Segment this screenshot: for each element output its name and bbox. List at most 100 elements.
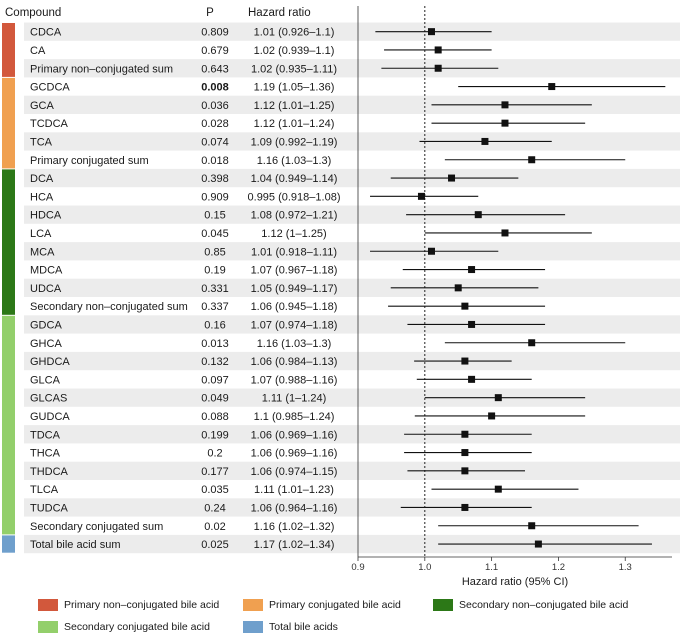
compound-label: Primary non–conjugated sum xyxy=(30,63,173,75)
p-value: 0.16 xyxy=(204,319,225,331)
p-value: 0.088 xyxy=(201,411,229,423)
compound-label: MDCA xyxy=(30,265,63,277)
group-bar-total xyxy=(2,535,15,553)
legend-swatch xyxy=(38,621,58,633)
p-value: 0.337 xyxy=(201,301,229,313)
p-value: 0.19 xyxy=(204,265,225,277)
p-value: 0.02 xyxy=(204,521,225,533)
hazard-ratio-text: 1.06 (0.964–1.16) xyxy=(251,502,338,514)
hazard-ratio-text: 1.12 (1–1.25) xyxy=(261,228,326,240)
x-tick-label: 1.1 xyxy=(485,562,498,573)
x-tick-label: 1.2 xyxy=(552,562,565,573)
point-estimate xyxy=(448,174,456,182)
hazard-ratio-text: 1.06 (0.969–1.16) xyxy=(251,448,338,460)
group-bar-secondary_conj xyxy=(2,315,15,535)
group-color-bars xyxy=(2,23,15,553)
legend-item-total: Total bile acids xyxy=(243,620,338,634)
point-estimate xyxy=(417,192,425,200)
compound-label: THDCA xyxy=(30,466,69,478)
hazard-ratio-text: 1.06 (0.984–1.13) xyxy=(251,356,338,368)
point-estimate xyxy=(434,46,442,54)
row-stripe xyxy=(24,315,680,334)
compound-label: TCDCA xyxy=(30,118,69,130)
row-stripes xyxy=(24,22,680,554)
point-estimate xyxy=(461,503,469,511)
p-value: 0.049 xyxy=(201,393,229,405)
x-tick-label: 1.3 xyxy=(619,562,632,573)
header-compound: Compound xyxy=(5,7,61,19)
point-estimate xyxy=(468,266,476,274)
x-axis: Hazard ratio (95% CI) 0.9 1.0 1.1 1.2 1.3 xyxy=(351,557,632,588)
point-estimate xyxy=(494,394,502,402)
hazard-ratio-text: 1.09 (0.992–1.19) xyxy=(251,136,338,148)
legend-swatch xyxy=(38,599,58,611)
compound-label: MCA xyxy=(30,246,55,258)
legend-swatch xyxy=(243,621,263,633)
row-stripe xyxy=(24,425,680,444)
point-estimate xyxy=(528,156,536,164)
legend-label: Primary conjugated bile acid xyxy=(269,599,401,611)
compound-label: TCA xyxy=(30,136,53,148)
p-value: 0.036 xyxy=(201,100,229,112)
point-estimate xyxy=(434,64,442,72)
compound-label: HCA xyxy=(30,191,54,203)
legend-item-secondary_nonconj: Secondary non–conjugated bile acid xyxy=(433,598,628,612)
x-tick-label: 0.9 xyxy=(351,562,364,573)
row-stripe xyxy=(24,351,680,371)
hazard-ratio-text: 1.04 (0.949–1.14) xyxy=(251,173,338,185)
legend-item-primary_nonconj: Primary non–conjugated bile acid xyxy=(38,598,219,612)
row-stripe xyxy=(24,242,680,261)
compound-label: GCDCA xyxy=(30,82,70,94)
table-rows: CDCA 0.809 1.01 (0.926–1.1) CA 0.679 1.02 (0.… xyxy=(30,27,340,551)
point-estimate xyxy=(474,211,482,219)
legend-label: Secondary conjugated bile acid xyxy=(64,621,210,633)
row-stripe xyxy=(24,278,680,297)
legend-item-primary_conj: Primary conjugated bile acid xyxy=(243,598,401,612)
legend-swatch xyxy=(433,599,453,611)
header-p: P xyxy=(206,7,214,19)
legend-label: Total bile acids xyxy=(269,621,338,633)
compound-label: GHDCA xyxy=(30,356,70,368)
legend-item-secondary_conj: Secondary conjugated bile acid xyxy=(38,620,210,634)
compound-label: UDCA xyxy=(30,283,62,295)
hazard-ratio-text: 1.02 (0.939–1.1) xyxy=(254,45,335,57)
forest-plot-area xyxy=(357,6,672,558)
legend-label: Primary non–conjugated bile acid xyxy=(64,599,220,611)
p-value: 0.132 xyxy=(201,356,229,368)
point-estimate xyxy=(548,83,556,91)
compound-label: HDCA xyxy=(30,210,62,222)
point-estimate xyxy=(468,320,476,328)
hazard-ratio-text: 1.17 (1.02–1.34) xyxy=(254,539,335,551)
hazard-ratio-text: 1.07 (0.988–1.16) xyxy=(251,374,338,386)
p-value: 0.018 xyxy=(201,155,229,167)
p-value: 0.028 xyxy=(201,118,229,130)
row-stripe xyxy=(24,205,680,224)
hazard-ratio-text: 1.06 (0.945–1.18) xyxy=(251,301,338,313)
hazard-ratio-text: 1.06 (0.974–1.15) xyxy=(251,466,338,478)
p-value: 0.025 xyxy=(201,539,229,551)
table-header: Compound P Hazard ratio xyxy=(5,7,311,19)
hazard-ratio-text: 1.16 (1.03–1.3) xyxy=(257,155,332,167)
compound-label: CA xyxy=(30,45,46,57)
hazard-ratio-text: 1.07 (0.967–1.18) xyxy=(251,265,338,277)
hazard-ratio-text: 1.11 (1–1.24) xyxy=(262,393,327,405)
group-bar-primary_conj xyxy=(2,77,15,169)
p-value: 0.909 xyxy=(201,191,229,203)
compound-label: Secondary conjugated sum xyxy=(30,521,163,533)
p-value: 0.013 xyxy=(201,338,229,350)
p-value: 0.008 xyxy=(201,82,229,94)
row-stripe xyxy=(24,22,680,41)
compound-label: GHCA xyxy=(30,338,62,350)
header-hazard-ratio: Hazard ratio xyxy=(248,7,311,19)
row-stripe xyxy=(24,132,680,151)
p-value: 0.24 xyxy=(204,502,225,514)
compound-label: GLCA xyxy=(30,374,61,386)
p-value: 0.035 xyxy=(201,484,229,496)
p-value: 0.331 xyxy=(201,283,229,295)
hazard-ratio-text: 1.16 (1.02–1.32) xyxy=(254,521,335,533)
p-value: 0.679 xyxy=(201,45,229,57)
point-estimate xyxy=(461,430,469,438)
legend-label: Secondary non–conjugated bile acid xyxy=(459,599,629,611)
row-stripe xyxy=(24,59,680,78)
row-stripe xyxy=(24,168,680,188)
